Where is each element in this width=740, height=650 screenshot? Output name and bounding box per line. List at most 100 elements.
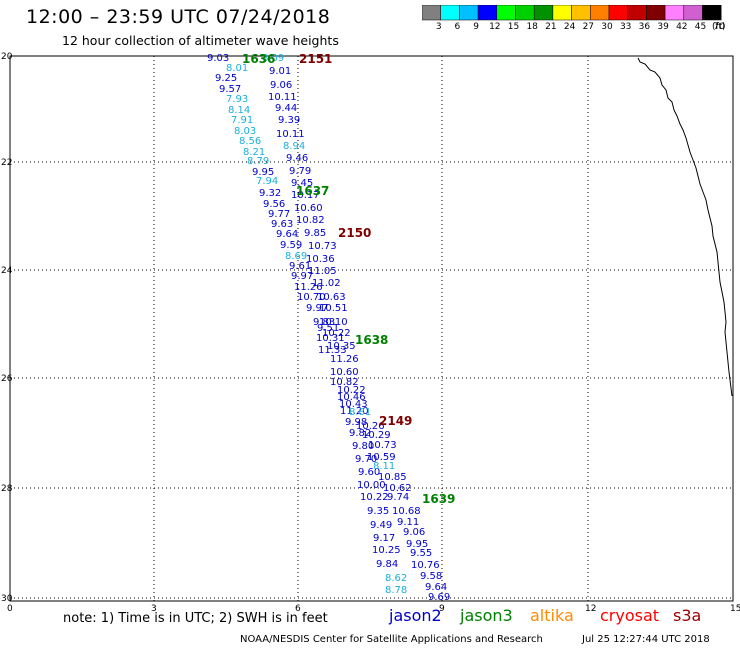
map-subtitle: 12 hour collection of altimeter wave hei… xyxy=(62,33,339,48)
legend-altika: altika xyxy=(530,606,574,625)
wave-height-label: 9.57 xyxy=(219,84,241,95)
wave-height-label: 10.22 xyxy=(360,492,389,503)
wave-height-label: 9.60 xyxy=(358,467,380,478)
latitude-label: 26 xyxy=(1,374,13,384)
longitude-label: 9 xyxy=(439,604,445,614)
wave-height-label: 9.51 xyxy=(317,323,339,334)
wave-height-label: 9.63 xyxy=(271,219,293,230)
legend-jason3: jason3 xyxy=(460,606,513,625)
wave-height-label: 10.73 xyxy=(368,440,397,451)
wave-height-label: 10.36 xyxy=(306,254,335,265)
wave-height-label: 10.82 xyxy=(296,215,325,226)
colorbar-labels: 3 6 9 12 15 18 21 24 27 30 33 36 39 42 45 70 xyxy=(422,22,740,36)
wave-height-label: 10.60 xyxy=(294,203,323,214)
wave-height-label: 9.59 xyxy=(280,240,302,251)
colorbar-label: 6 xyxy=(454,22,461,32)
wave-height-label: 9.06 xyxy=(270,80,292,91)
wave-height-label: 9.85 xyxy=(304,228,326,239)
wave-height-label: 9.17 xyxy=(373,533,395,544)
pass-time-label: 1637 xyxy=(296,184,329,198)
wave-height-label: 9.80 xyxy=(352,441,374,452)
pass-time-label: 1639 xyxy=(422,492,455,506)
colorbar xyxy=(422,5,722,21)
pass-time-label: 1638 xyxy=(355,333,388,347)
wave-height-label: 9.56 xyxy=(263,199,285,210)
wave-height-label: 10.26 xyxy=(356,421,385,432)
wave-height-label: 11.26 xyxy=(294,282,323,293)
colorbar-label: 18 xyxy=(526,22,538,32)
wave-height-label: 10.25 xyxy=(372,545,401,556)
colorbar-label: 70 xyxy=(713,22,725,32)
latitude-label: 20 xyxy=(1,52,13,62)
wave-height-label: 11.26 xyxy=(330,354,359,365)
pass-time-label: 2150 xyxy=(338,226,371,240)
wave-height-label: 10.73 xyxy=(308,241,337,252)
footnote: note: 1) Time is in UTC; 2) SWH is in fe… xyxy=(63,611,328,626)
pass-time-label: 2151 xyxy=(299,52,332,66)
wave-height-label: 9.79 xyxy=(289,166,311,177)
wave-height-label: 9.39 xyxy=(278,115,300,126)
colorbar-label: 9 xyxy=(473,22,479,32)
wave-height-label: 9.69 xyxy=(428,592,450,603)
legend-jason2: jason2 xyxy=(389,606,442,625)
latitude-label: 30 xyxy=(1,594,13,604)
colorbar-label: 36 xyxy=(638,22,651,32)
longitude-label: 15 xyxy=(730,604,740,614)
map-title: 12:00 – 23:59 UTC 07/24/2018 xyxy=(26,6,331,28)
wave-height-label: 9.55 xyxy=(410,548,432,559)
wave-height-label: 9.01 xyxy=(269,66,291,77)
wave-height-label: 9.06 xyxy=(403,527,425,538)
wave-height-label: 9.25 xyxy=(215,73,237,84)
wave-height-label: 9.95 xyxy=(406,539,428,550)
wave-height-label: 9.32 xyxy=(259,188,281,199)
colorbar-label: 39 xyxy=(657,22,669,32)
wave-height-label: 10.10 xyxy=(319,317,348,328)
wave-height-label: 9.82 xyxy=(349,428,371,439)
wave-height-label: 11.02 xyxy=(312,278,341,289)
wave-height-label: 10.35 xyxy=(327,341,356,352)
wave-height-label: 9.84 xyxy=(376,559,398,570)
wave-height-label: 10.46 xyxy=(337,392,366,403)
wave-height-label: 9.95 xyxy=(252,167,274,178)
latitude-label: 28 xyxy=(1,484,13,494)
wave-height-label: 9.64 xyxy=(276,229,298,240)
wave-height-label: 9.97 xyxy=(291,271,313,282)
wave-height-label: 8.69 xyxy=(285,251,307,262)
wave-height-label: 10.85 xyxy=(378,472,407,483)
coastline xyxy=(637,57,733,397)
wave-height-label: 9.44 xyxy=(275,103,297,114)
latitude-label: 22 xyxy=(1,158,12,168)
colorbar-label: 42 xyxy=(676,22,688,32)
wave-height-label: 8.56 xyxy=(239,136,261,147)
wave-height-label: 10.62 xyxy=(383,483,412,494)
wave-height-label: 10.29 xyxy=(362,430,391,441)
wave-height-label: 10.43 xyxy=(339,399,368,410)
wave-height-label: 10.11 xyxy=(276,129,305,140)
wave-height-label: 10.60 xyxy=(330,367,359,378)
colorbar-label: 15 xyxy=(507,22,520,32)
colorbar-label: 33 xyxy=(619,22,632,32)
wave-height-label: 10.68 xyxy=(392,506,421,517)
colorbar-label: 21 xyxy=(545,22,557,32)
longitude-label: 6 xyxy=(295,604,301,614)
colorbar-swatch xyxy=(702,5,722,21)
longitude-label: 0 xyxy=(7,604,13,614)
wave-height-label: 9.97 xyxy=(306,303,328,314)
wave-height-label: 11.05 xyxy=(308,266,337,277)
wave-height-label: 9.83 xyxy=(313,317,335,328)
wave-height-label: 10.17 xyxy=(291,190,320,201)
pass-time-label: 2149 xyxy=(379,414,412,428)
colorbar-label: 3 xyxy=(435,22,442,32)
wave-height-label: 11.20 xyxy=(340,406,369,417)
wave-height-label: 10.11 xyxy=(268,92,297,103)
wave-height-label: 10.22 xyxy=(337,385,366,396)
latitude-label: 24 xyxy=(1,266,13,276)
colorbar-unit: (ft) xyxy=(712,22,726,32)
wave-height-label: 9.98 xyxy=(345,417,367,428)
wave-height-label: 7.91 xyxy=(231,115,253,126)
wave-height-label: 10.00 xyxy=(357,480,386,491)
legend-s3a: s3a xyxy=(673,606,702,625)
wave-height-label: 9.64 xyxy=(425,582,447,593)
wave-height-label: 9.70 xyxy=(355,454,377,465)
